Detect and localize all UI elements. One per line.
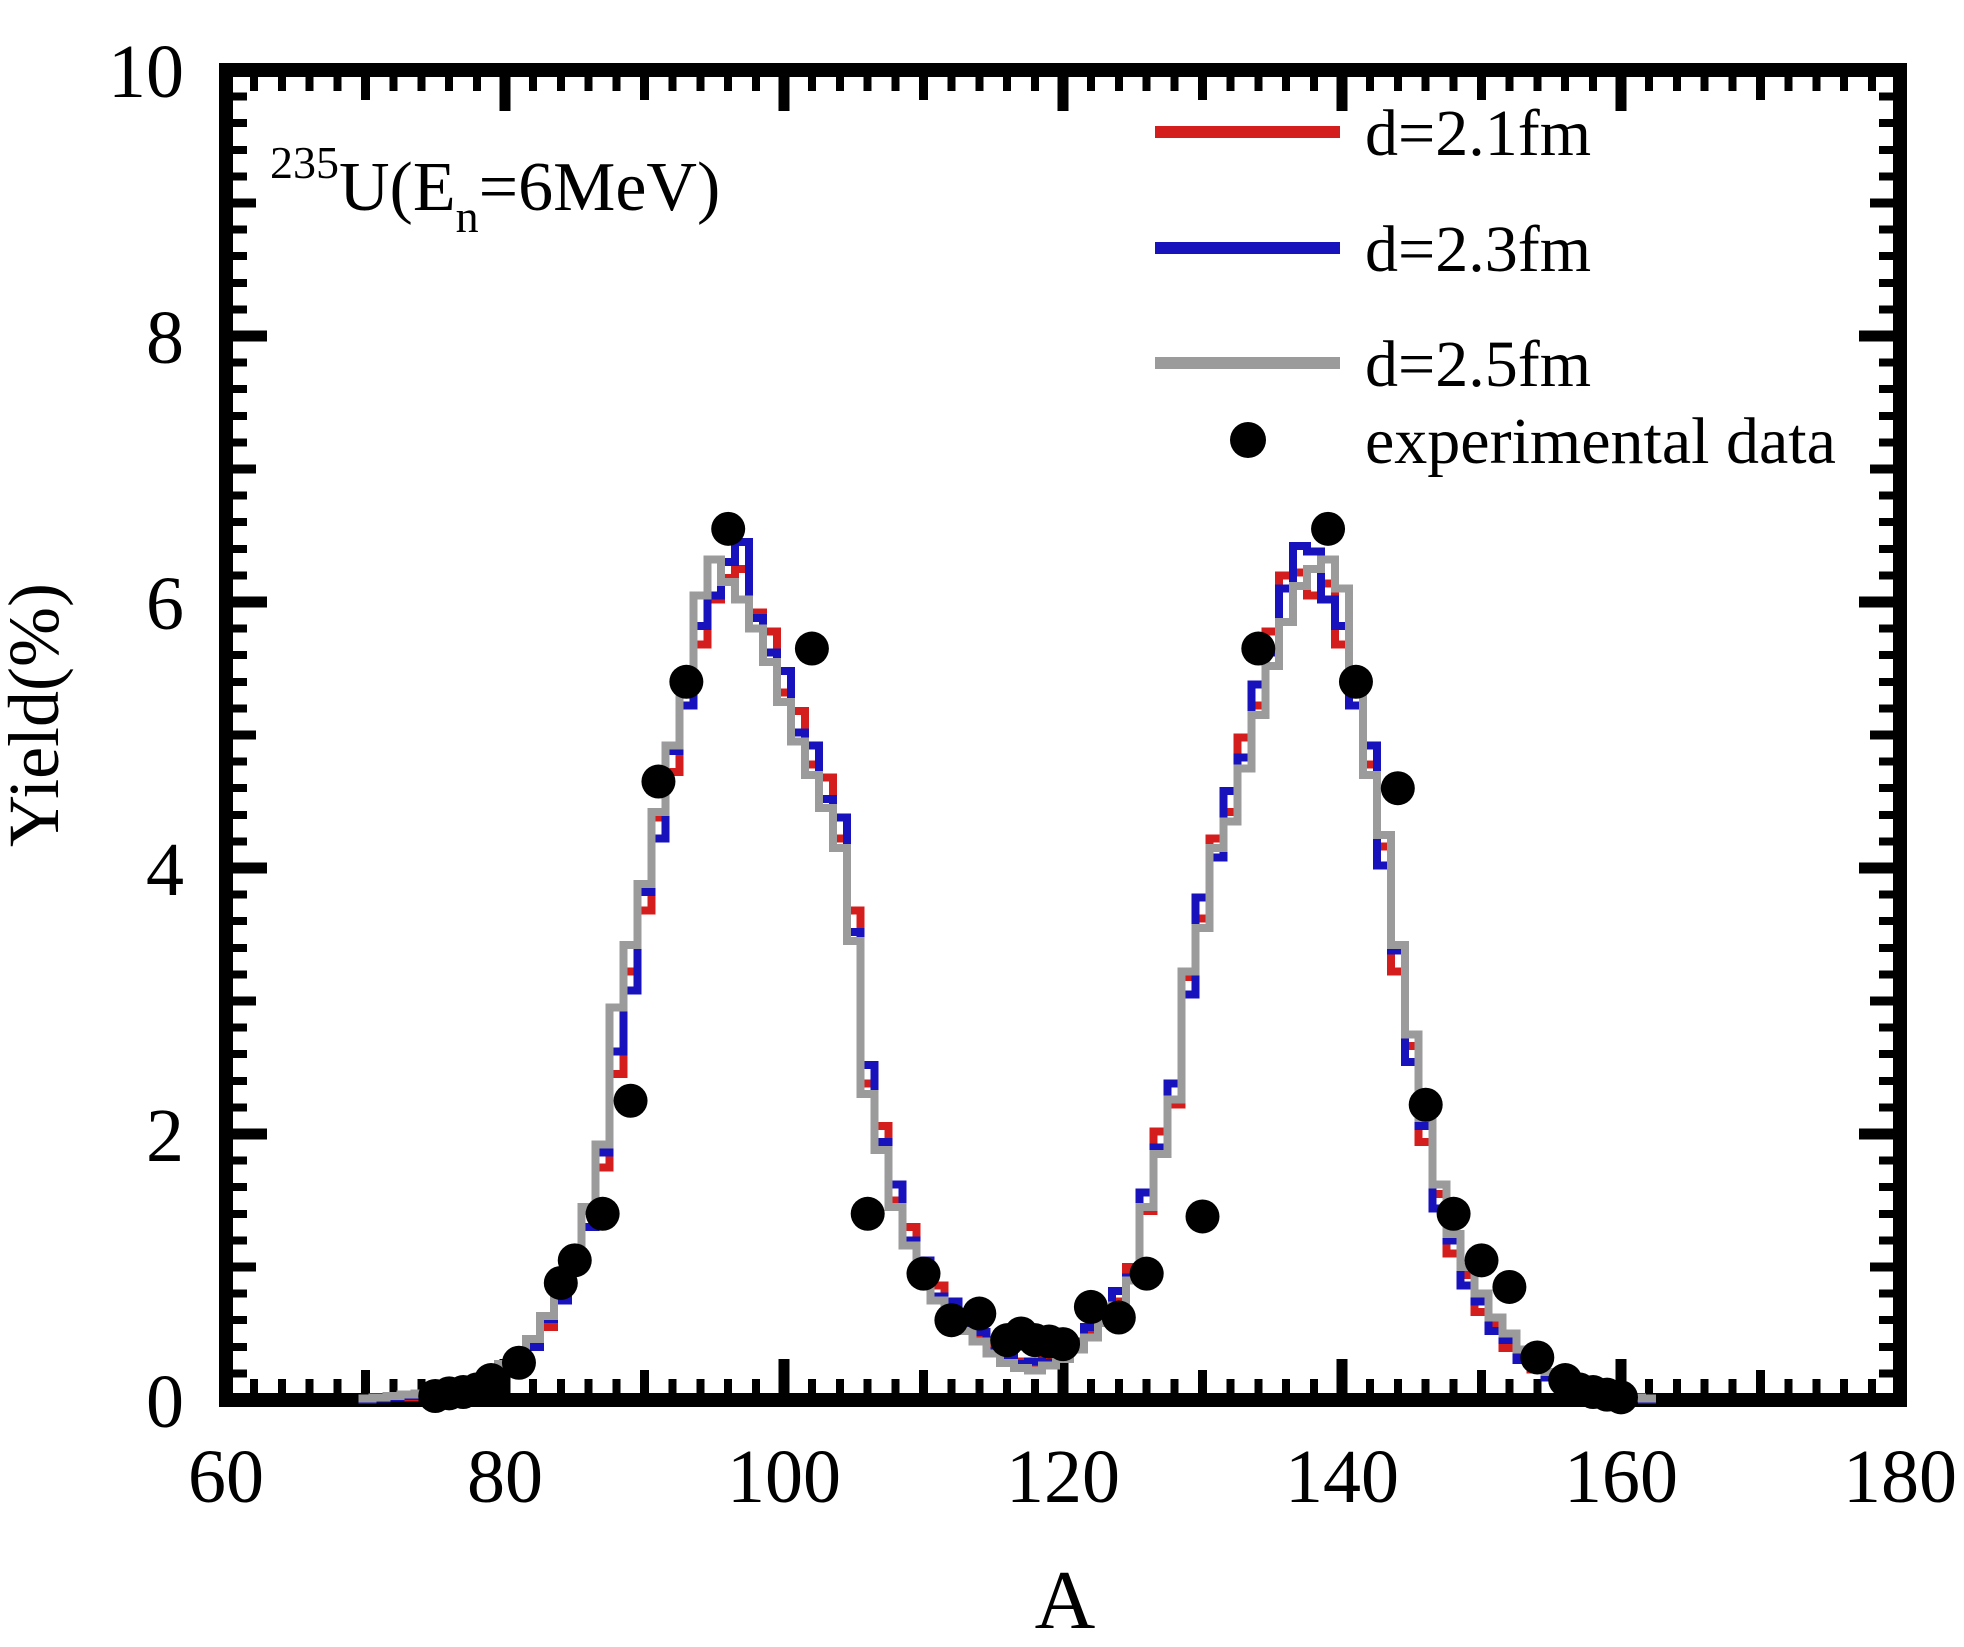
x-tick-label: 100	[727, 1435, 841, 1519]
experimental-data-point	[557, 1243, 592, 1278]
experimental-data-point	[850, 1196, 885, 1231]
y-axis-label: Yield(%)	[0, 583, 74, 847]
legend-dot-exp	[1230, 422, 1266, 458]
experimental-data-point	[1046, 1327, 1080, 1362]
experimental-data-point	[669, 664, 704, 699]
x-tick-labels: 60 80 100 120 140 160 180	[188, 1435, 1957, 1519]
y-tick-label: 8	[146, 296, 184, 380]
experimental-data-point	[794, 631, 829, 666]
experimental-data-point	[1464, 1243, 1499, 1278]
x-tick-label: 120	[1006, 1435, 1120, 1519]
title-subscript: n	[456, 191, 479, 242]
experimental-data-point	[1436, 1196, 1471, 1231]
experimental-data-point	[501, 1345, 536, 1380]
experimental-data-point	[1129, 1256, 1164, 1291]
title-superscript: 235	[270, 137, 339, 188]
experimental-data-point	[1185, 1199, 1220, 1234]
experimental-data-point	[1338, 664, 1373, 699]
experimental-data-point	[1241, 631, 1276, 666]
experimental-data-point	[1101, 1300, 1136, 1335]
experimental-data-point	[1311, 511, 1346, 546]
experimental-data-point	[1520, 1340, 1555, 1375]
y-tick-label: 4	[146, 828, 184, 912]
x-axis-label: A	[1035, 1554, 1096, 1647]
experimental-data-point	[934, 1303, 969, 1338]
experimental-data-point	[962, 1296, 997, 1331]
experimental-data-point	[711, 511, 746, 546]
legend-label-d2.5: d=2.5fm	[1365, 328, 1591, 401]
experimental-data-point	[1380, 771, 1415, 806]
y-tick-labels: 0 2 4 6 8 10	[108, 30, 184, 1444]
x-tick-label: 80	[467, 1435, 543, 1519]
experimental-data-point	[641, 764, 676, 799]
title-main: U(E	[339, 149, 456, 226]
y-tick-label: 10	[108, 30, 184, 114]
y-tick-label: 0	[146, 1360, 184, 1444]
experimental-points	[418, 511, 1638, 1415]
experimental-data-point	[585, 1196, 620, 1231]
experimental-data-point	[1604, 1380, 1638, 1415]
legend-label-d2.1: d=2.1fm	[1365, 97, 1591, 170]
experimental-data-point	[906, 1256, 941, 1291]
experimental-data-point	[1408, 1087, 1443, 1122]
x-tick-label: 140	[1285, 1435, 1399, 1519]
legend-label-exp: experimental data	[1365, 405, 1836, 478]
legend-label-d2.3: d=2.3fm	[1365, 213, 1591, 286]
experimental-data-point	[1073, 1289, 1108, 1324]
x-tick-label: 60	[188, 1435, 264, 1519]
experimental-data-point	[1492, 1269, 1527, 1304]
x-tick-label: 180	[1843, 1435, 1957, 1519]
chart-title: 235U(En=6MeV)	[270, 137, 720, 242]
x-tick-label: 160	[1564, 1435, 1678, 1519]
y-tick-label: 2	[146, 1094, 184, 1178]
title-main-2: =6MeV)	[479, 149, 721, 226]
experimental-data-point	[613, 1083, 648, 1118]
experimental-data-point	[474, 1363, 509, 1398]
y-tick-label: 6	[146, 562, 184, 646]
